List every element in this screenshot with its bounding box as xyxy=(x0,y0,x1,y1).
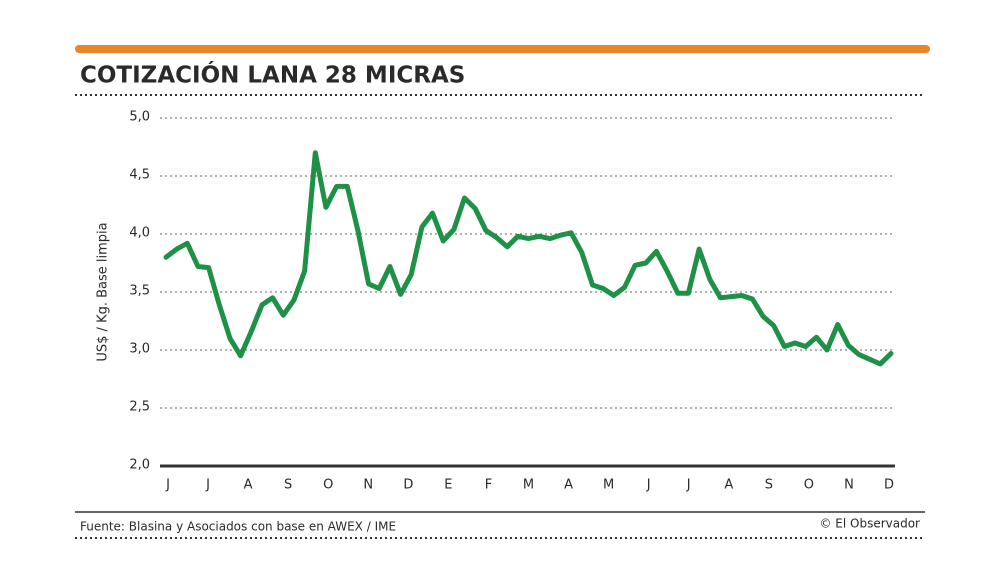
x-tick-label: E xyxy=(444,478,452,493)
y-tick-label: 2,5 xyxy=(129,400,150,415)
price-line xyxy=(163,150,894,367)
x-tick-label: F xyxy=(485,478,492,493)
x-tick-label: A xyxy=(564,478,573,493)
credit: © El Observador xyxy=(819,517,920,531)
y-tick-label: 3,0 xyxy=(129,342,150,357)
x-tick-label: J xyxy=(686,478,691,493)
x-tick-label: S xyxy=(284,478,292,493)
y-tick-label: 2,0 xyxy=(129,458,150,473)
x-tick-label: O xyxy=(804,478,814,493)
x-tick-label: D xyxy=(403,478,413,493)
x-tick-label: J xyxy=(165,478,170,493)
x-tick-label: M xyxy=(523,478,534,493)
y-tick-label: 4,0 xyxy=(129,226,150,241)
header-bar xyxy=(75,45,930,53)
y-axis-label: US$ / Kg. Base limpia xyxy=(96,222,111,361)
x-tick-label: J xyxy=(205,478,210,493)
x-tick-label: N xyxy=(363,478,373,493)
x-tick-label: S xyxy=(765,478,773,493)
y-tick-label: 3,5 xyxy=(129,284,150,299)
y-tick-label: 5,0 xyxy=(129,110,150,125)
y-tick-label: 4,5 xyxy=(129,168,150,183)
x-tick-label: M xyxy=(603,478,614,493)
source: Fuente: Blasina y Asociados con base en … xyxy=(80,520,396,534)
x-tick-label: N xyxy=(844,478,854,493)
x-tick-label: O xyxy=(323,478,333,493)
x-tick-label: A xyxy=(724,478,733,493)
x-tick-label: D xyxy=(884,478,894,493)
x-tick-label: J xyxy=(646,478,651,493)
x-tick-label: A xyxy=(244,478,253,493)
chart-title: COTIZACIÓN LANA 28 MICRAS xyxy=(80,61,465,89)
